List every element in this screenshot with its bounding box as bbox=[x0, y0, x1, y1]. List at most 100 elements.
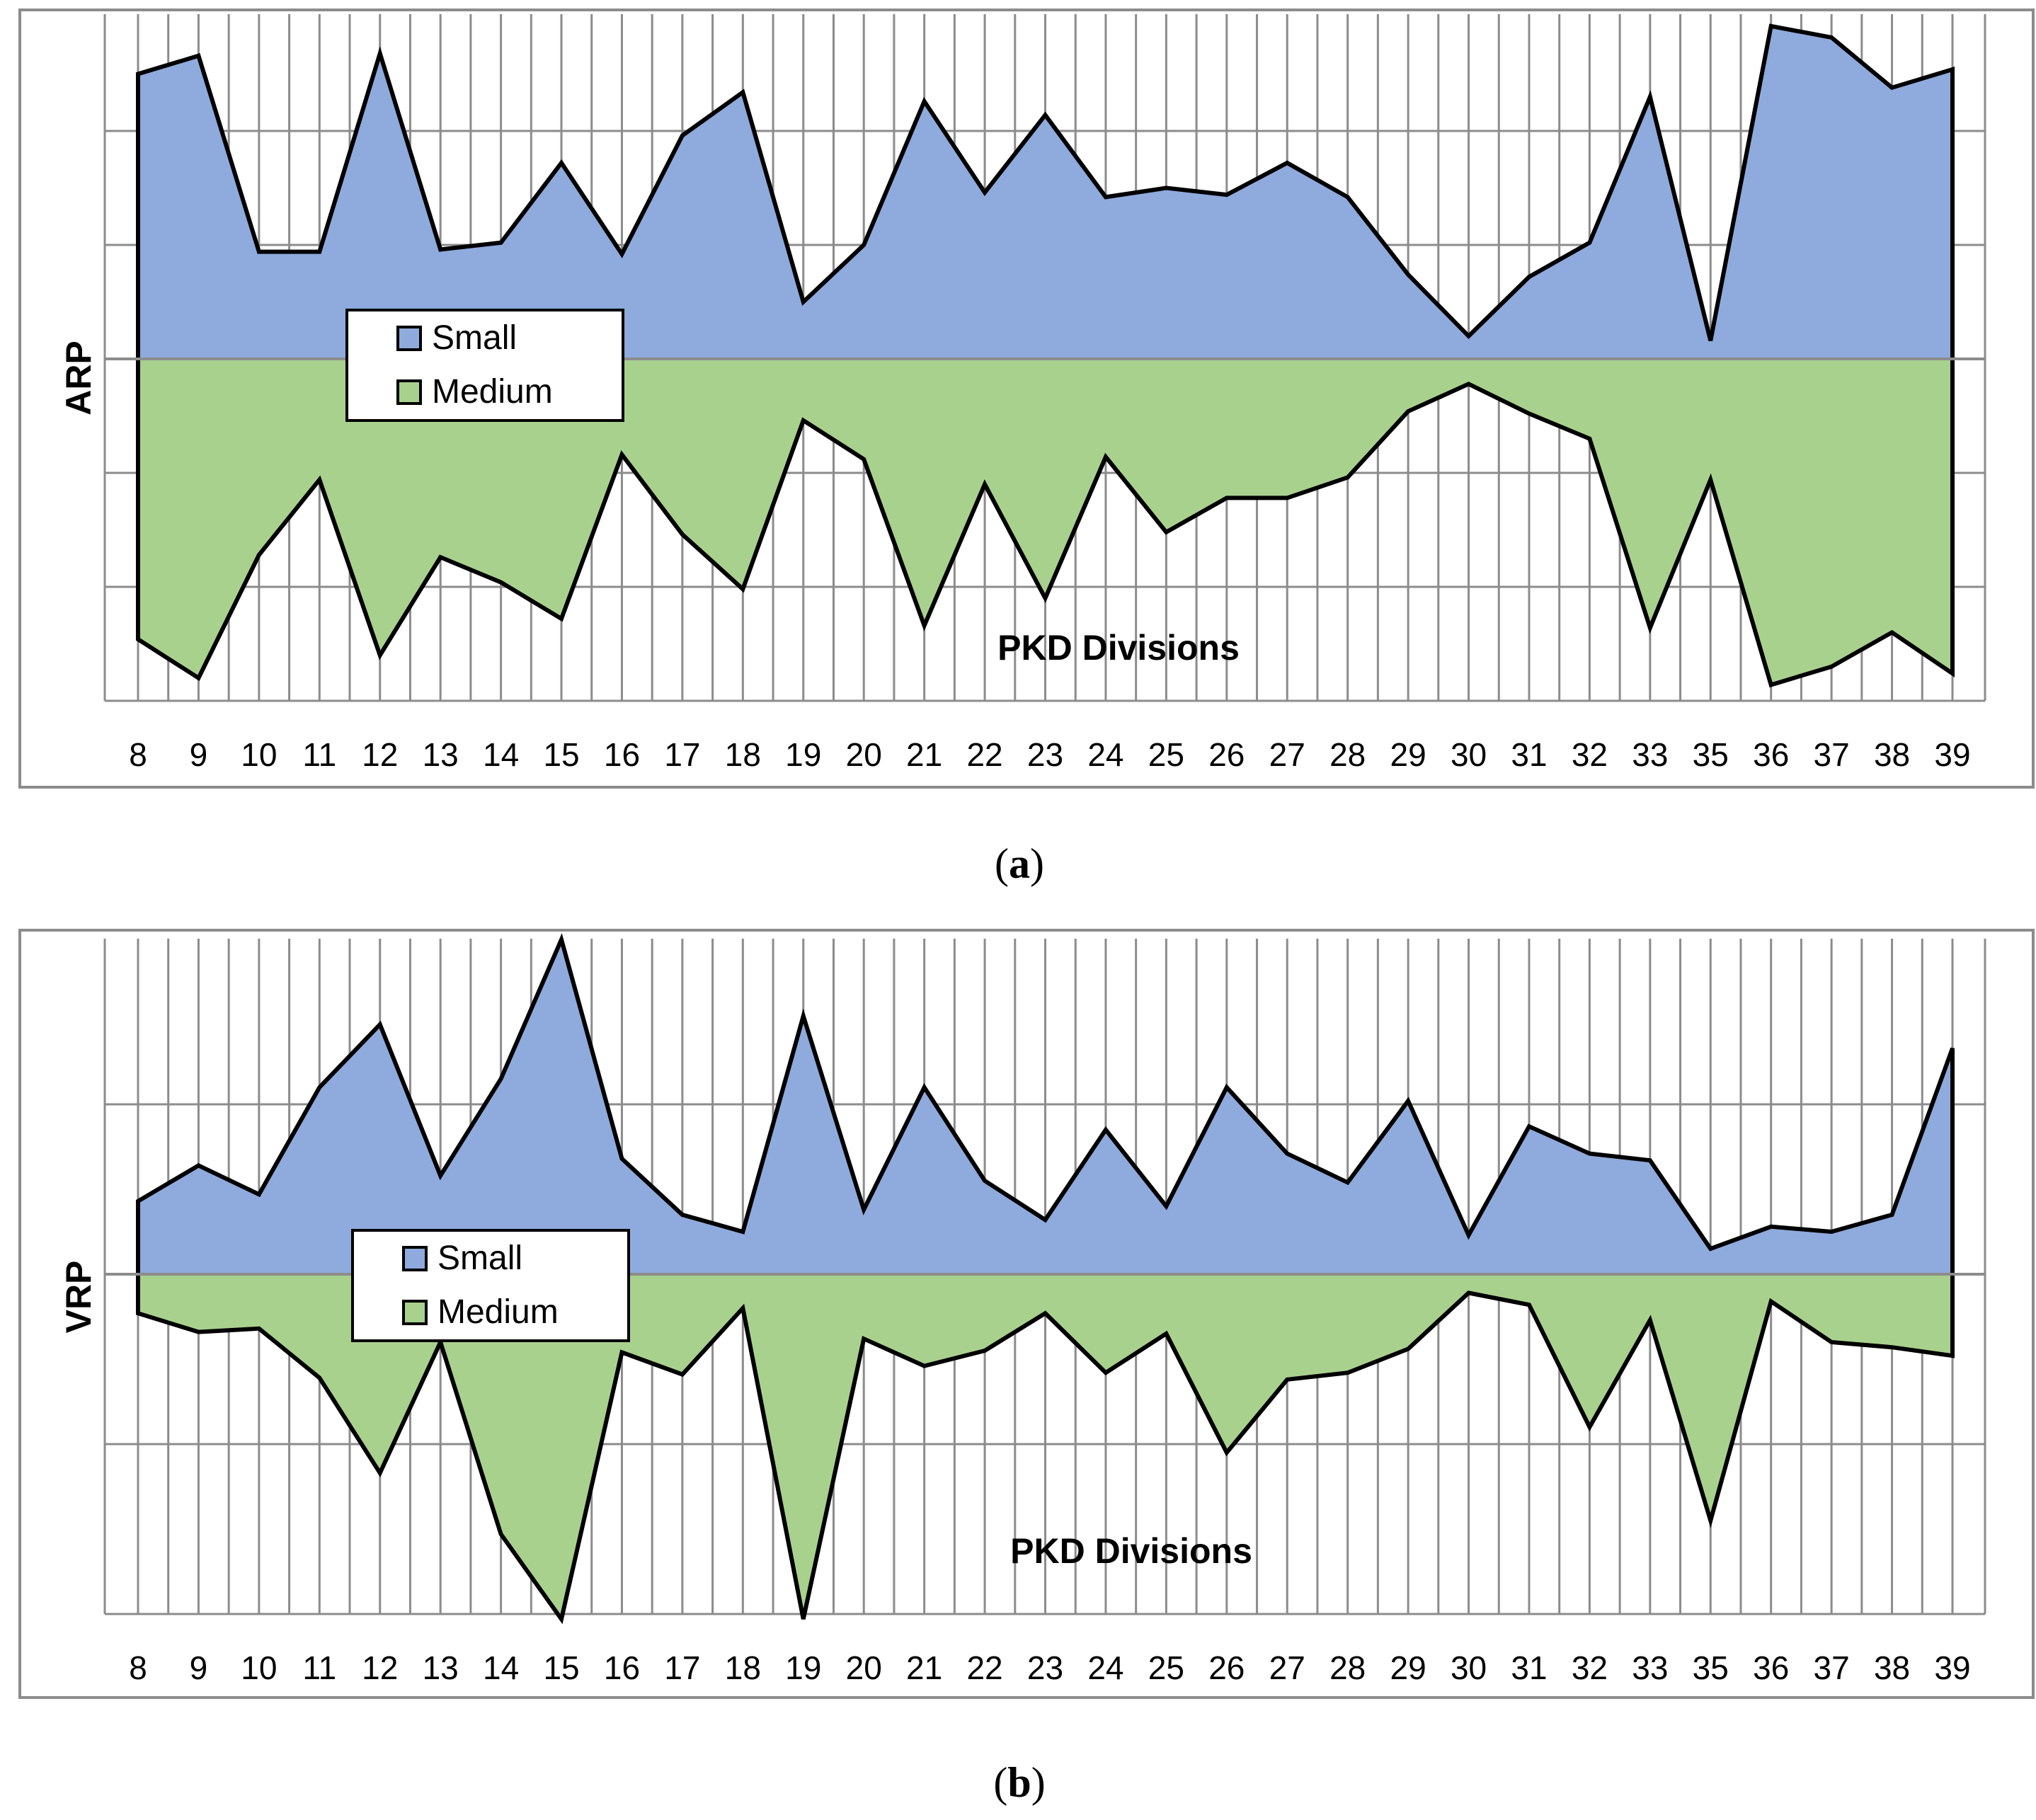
x-tick-label: 30 bbox=[1451, 1649, 1487, 1686]
x-tick-label: 25 bbox=[1148, 1649, 1184, 1686]
chart-a-small-area bbox=[138, 25, 1952, 359]
x-tick-label: 36 bbox=[1753, 736, 1789, 773]
x-tick-label: 10 bbox=[241, 1649, 277, 1686]
x-tick-label: 19 bbox=[785, 736, 821, 773]
x-tick-label: 18 bbox=[725, 1649, 761, 1686]
x-tick-label: 36 bbox=[1753, 1649, 1789, 1686]
x-tick-label: 21 bbox=[906, 1649, 942, 1686]
chart-a-x-tick-labels: 8 9 10 11 12 13 14 15 16 17 18 19 20 21 22 23 24 25 26 27 28… bbox=[129, 736, 1970, 773]
chart-a-legend-small-label: Small bbox=[432, 319, 517, 357]
x-tick-label: 35 bbox=[1693, 1649, 1729, 1686]
x-tick-label: 17 bbox=[664, 1649, 700, 1686]
chart-b-legend-small-swatch bbox=[402, 1246, 428, 1271]
chart-a-xlabel: PKD Divisions bbox=[997, 628, 1240, 668]
x-tick-label: 22 bbox=[966, 1649, 1002, 1686]
chart-a-legend-medium-swatch bbox=[396, 379, 422, 405]
x-tick-label: 29 bbox=[1390, 1649, 1426, 1686]
x-tick-label: 11 bbox=[302, 736, 336, 773]
x-tick-label: 27 bbox=[1269, 1649, 1305, 1686]
chart-b-legend-medium-label: Medium bbox=[437, 1293, 559, 1331]
x-tick-label: 38 bbox=[1874, 736, 1910, 773]
x-tick-label: 31 bbox=[1511, 1649, 1547, 1686]
x-tick-label: 33 bbox=[1632, 1649, 1668, 1686]
x-tick-label: 33 bbox=[1632, 736, 1668, 773]
x-tick-label: 10 bbox=[241, 736, 277, 773]
chart-b-caption-close: ) bbox=[1031, 1759, 1046, 1806]
chart-a-legend-small-swatch bbox=[396, 326, 422, 351]
x-tick-label: 9 bbox=[190, 1649, 208, 1686]
chart-a-medium-area bbox=[138, 359, 1952, 685]
chart-a-areas bbox=[136, 23, 1955, 688]
chart-b-xlabel: PKD Divisions bbox=[1010, 1531, 1252, 1571]
chart-a-legend-box bbox=[345, 309, 624, 422]
x-tick-label: 28 bbox=[1329, 736, 1366, 773]
x-tick-label: 29 bbox=[1390, 736, 1426, 773]
chart-b-legend-medium-swatch bbox=[402, 1300, 428, 1325]
x-tick-label: 22 bbox=[966, 736, 1002, 773]
chart-b-ylabel: VRP bbox=[59, 1261, 98, 1334]
x-tick-label: 12 bbox=[362, 1649, 398, 1686]
x-tick-label: 39 bbox=[1934, 1649, 1970, 1686]
x-tick-label: 17 bbox=[664, 736, 700, 773]
chart-b-legend-box bbox=[351, 1229, 630, 1342]
x-tick-label: 28 bbox=[1329, 1649, 1366, 1686]
x-tick-label: 19 bbox=[785, 1649, 821, 1686]
chart-b-caption: (b) bbox=[993, 1759, 1045, 1806]
x-tick-label: 27 bbox=[1269, 736, 1305, 773]
x-tick-label: 31 bbox=[1511, 736, 1547, 773]
x-tick-label: 15 bbox=[543, 1649, 579, 1686]
chart-a-legend-medium-label: Medium bbox=[432, 373, 553, 411]
x-tick-label: 32 bbox=[1572, 1649, 1608, 1686]
chart-b-areas bbox=[136, 933, 1955, 1625]
x-tick-label: 37 bbox=[1814, 1649, 1850, 1686]
chart-b-medium-line bbox=[136, 1274, 1955, 1625]
chart-b-caption-open: ( bbox=[993, 1759, 1007, 1806]
x-tick-label: 20 bbox=[846, 736, 882, 773]
chart-b-small-area bbox=[138, 939, 1952, 1274]
x-tick-label: 16 bbox=[604, 736, 640, 773]
chart-a-caption: (a) bbox=[995, 840, 1044, 887]
chart-b-legend: Small Medium bbox=[351, 1229, 630, 1342]
x-tick-label: 35 bbox=[1693, 736, 1729, 773]
panel-b-chart: 8 9 10 11 12 13 14 15 16 17 18 19 20 21 22 23 24 25 26 27 28… bbox=[18, 929, 2035, 1806]
chart-b-medium-area bbox=[138, 1274, 1952, 1620]
x-tick-label: 11 bbox=[302, 1649, 336, 1686]
x-tick-label: 13 bbox=[423, 1649, 459, 1686]
x-tick-label: 24 bbox=[1087, 736, 1123, 773]
chart-a-medium-line bbox=[136, 359, 1955, 688]
x-tick-label: 20 bbox=[846, 1649, 882, 1686]
chart-b-legend-small-label: Small bbox=[437, 1240, 522, 1277]
x-tick-label: 24 bbox=[1087, 1649, 1123, 1686]
chart-a-ylabel: ARP bbox=[59, 340, 98, 416]
x-tick-label: 30 bbox=[1451, 736, 1487, 773]
x-tick-label: 26 bbox=[1208, 736, 1245, 773]
x-tick-label: 15 bbox=[543, 736, 579, 773]
x-tick-label: 16 bbox=[604, 1649, 640, 1686]
chart-a-caption-letter: a bbox=[1009, 840, 1030, 887]
x-tick-label: 38 bbox=[1874, 1649, 1910, 1686]
x-tick-label: 14 bbox=[483, 1649, 519, 1686]
x-tick-label: 23 bbox=[1027, 1649, 1063, 1686]
x-tick-label: 32 bbox=[1572, 736, 1608, 773]
chart-a-small-line bbox=[136, 23, 1955, 359]
chart-b-caption-letter: b bbox=[1007, 1759, 1031, 1806]
chart-b-small-line bbox=[136, 933, 1955, 1274]
x-tick-label: 18 bbox=[725, 736, 761, 773]
chart-a-caption-open: ( bbox=[995, 840, 1009, 887]
chart-b-x-tick-labels: 8 9 10 11 12 13 14 15 16 17 18 19 20 21 22 23 24 25 26 27 28… bbox=[129, 1649, 1970, 1686]
x-tick-label: 23 bbox=[1027, 736, 1063, 773]
x-tick-label: 26 bbox=[1208, 1649, 1245, 1686]
x-tick-label: 12 bbox=[362, 736, 398, 773]
x-tick-label: 8 bbox=[129, 736, 147, 773]
panel-a-chart: 8 9 10 11 12 13 14 15 16 17 18 19 20 21 22 23 24 25 26 27 28… bbox=[18, 8, 2035, 887]
x-tick-label: 13 bbox=[423, 736, 459, 773]
chart-a-caption-close: ) bbox=[1030, 840, 1044, 887]
x-tick-label: 21 bbox=[906, 736, 942, 773]
x-tick-label: 39 bbox=[1934, 736, 1970, 773]
chart-a-legend: Small Medium bbox=[345, 309, 624, 422]
x-tick-label: 25 bbox=[1148, 736, 1184, 773]
x-tick-label: 9 bbox=[190, 736, 208, 773]
x-tick-label: 14 bbox=[483, 736, 519, 773]
x-tick-label: 8 bbox=[129, 1649, 147, 1686]
